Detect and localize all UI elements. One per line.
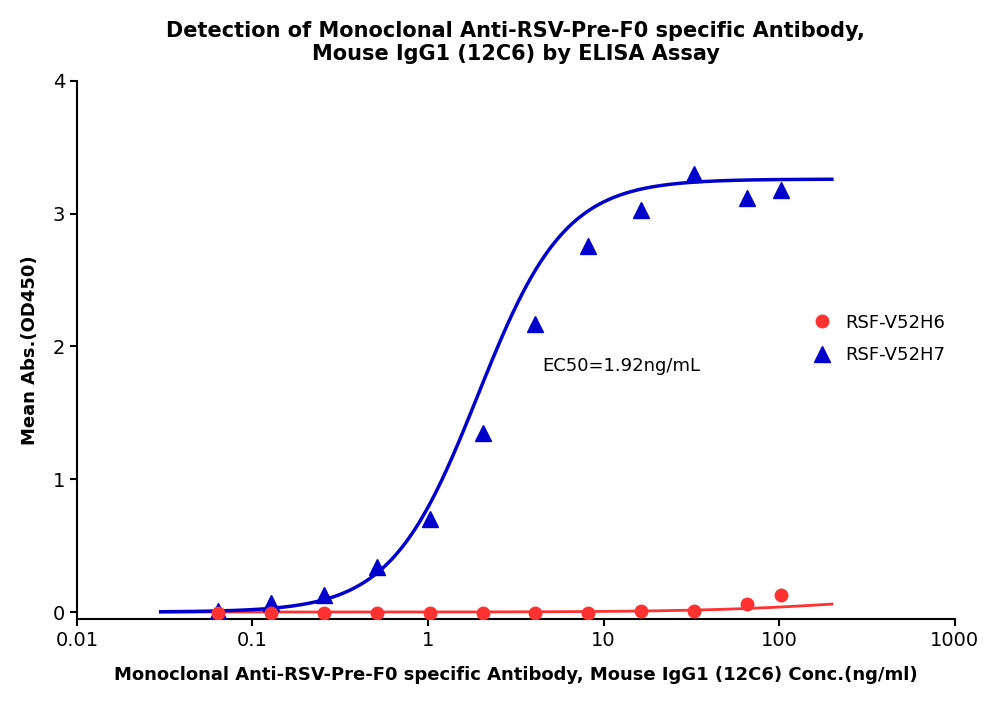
RSF-V52H6 xyxy=(529,609,541,618)
X-axis label: Monoclonal Anti-RSV-Pre-F0 specific Antibody, Mouse IgG1 (12C6) Conc.(ng/ml): Monoclonal Anti-RSV-Pre-F0 specific Anti… xyxy=(114,666,918,684)
RSF-V52H7 xyxy=(371,563,383,571)
Y-axis label: Mean Abs.(OD450): Mean Abs.(OD450) xyxy=(21,255,39,445)
RSF-V52H7 xyxy=(477,429,489,437)
RSF-V52H6 xyxy=(635,607,647,615)
RSF-V52H6 xyxy=(212,609,224,618)
RSF-V52H6 xyxy=(265,609,277,618)
RSF-V52H6 xyxy=(775,591,787,599)
Legend: RSF-V52H6, RSF-V52H7: RSF-V52H6, RSF-V52H7 xyxy=(804,305,954,373)
RSF-V52H7 xyxy=(265,599,277,607)
Text: EC50=1.92ng/mL: EC50=1.92ng/mL xyxy=(543,357,701,375)
RSF-V52H6 xyxy=(318,609,330,618)
Title: Detection of Monoclonal Anti-RSV-Pre-F0 specific Antibody,
Mouse IgG1 (12C6) by : Detection of Monoclonal Anti-RSV-Pre-F0 … xyxy=(166,21,865,64)
RSF-V52H7 xyxy=(212,606,224,615)
RSF-V52H7 xyxy=(688,170,700,178)
RSF-V52H7 xyxy=(775,185,787,194)
RSF-V52H7 xyxy=(635,205,647,214)
RSF-V52H7 xyxy=(529,319,541,328)
RSF-V52H6 xyxy=(424,609,436,618)
RSF-V52H6 xyxy=(688,606,700,615)
RSF-V52H6 xyxy=(371,609,383,618)
RSF-V52H7 xyxy=(741,193,753,202)
Line: RSF-V52H7: RSF-V52H7 xyxy=(211,166,789,618)
RSF-V52H6 xyxy=(741,600,753,608)
RSF-V52H7 xyxy=(318,591,330,599)
RSF-V52H7 xyxy=(582,241,594,250)
RSF-V52H6 xyxy=(582,608,594,617)
RSF-V52H6 xyxy=(477,609,489,618)
Line: RSF-V52H6: RSF-V52H6 xyxy=(212,589,787,620)
RSF-V52H7 xyxy=(424,515,436,523)
